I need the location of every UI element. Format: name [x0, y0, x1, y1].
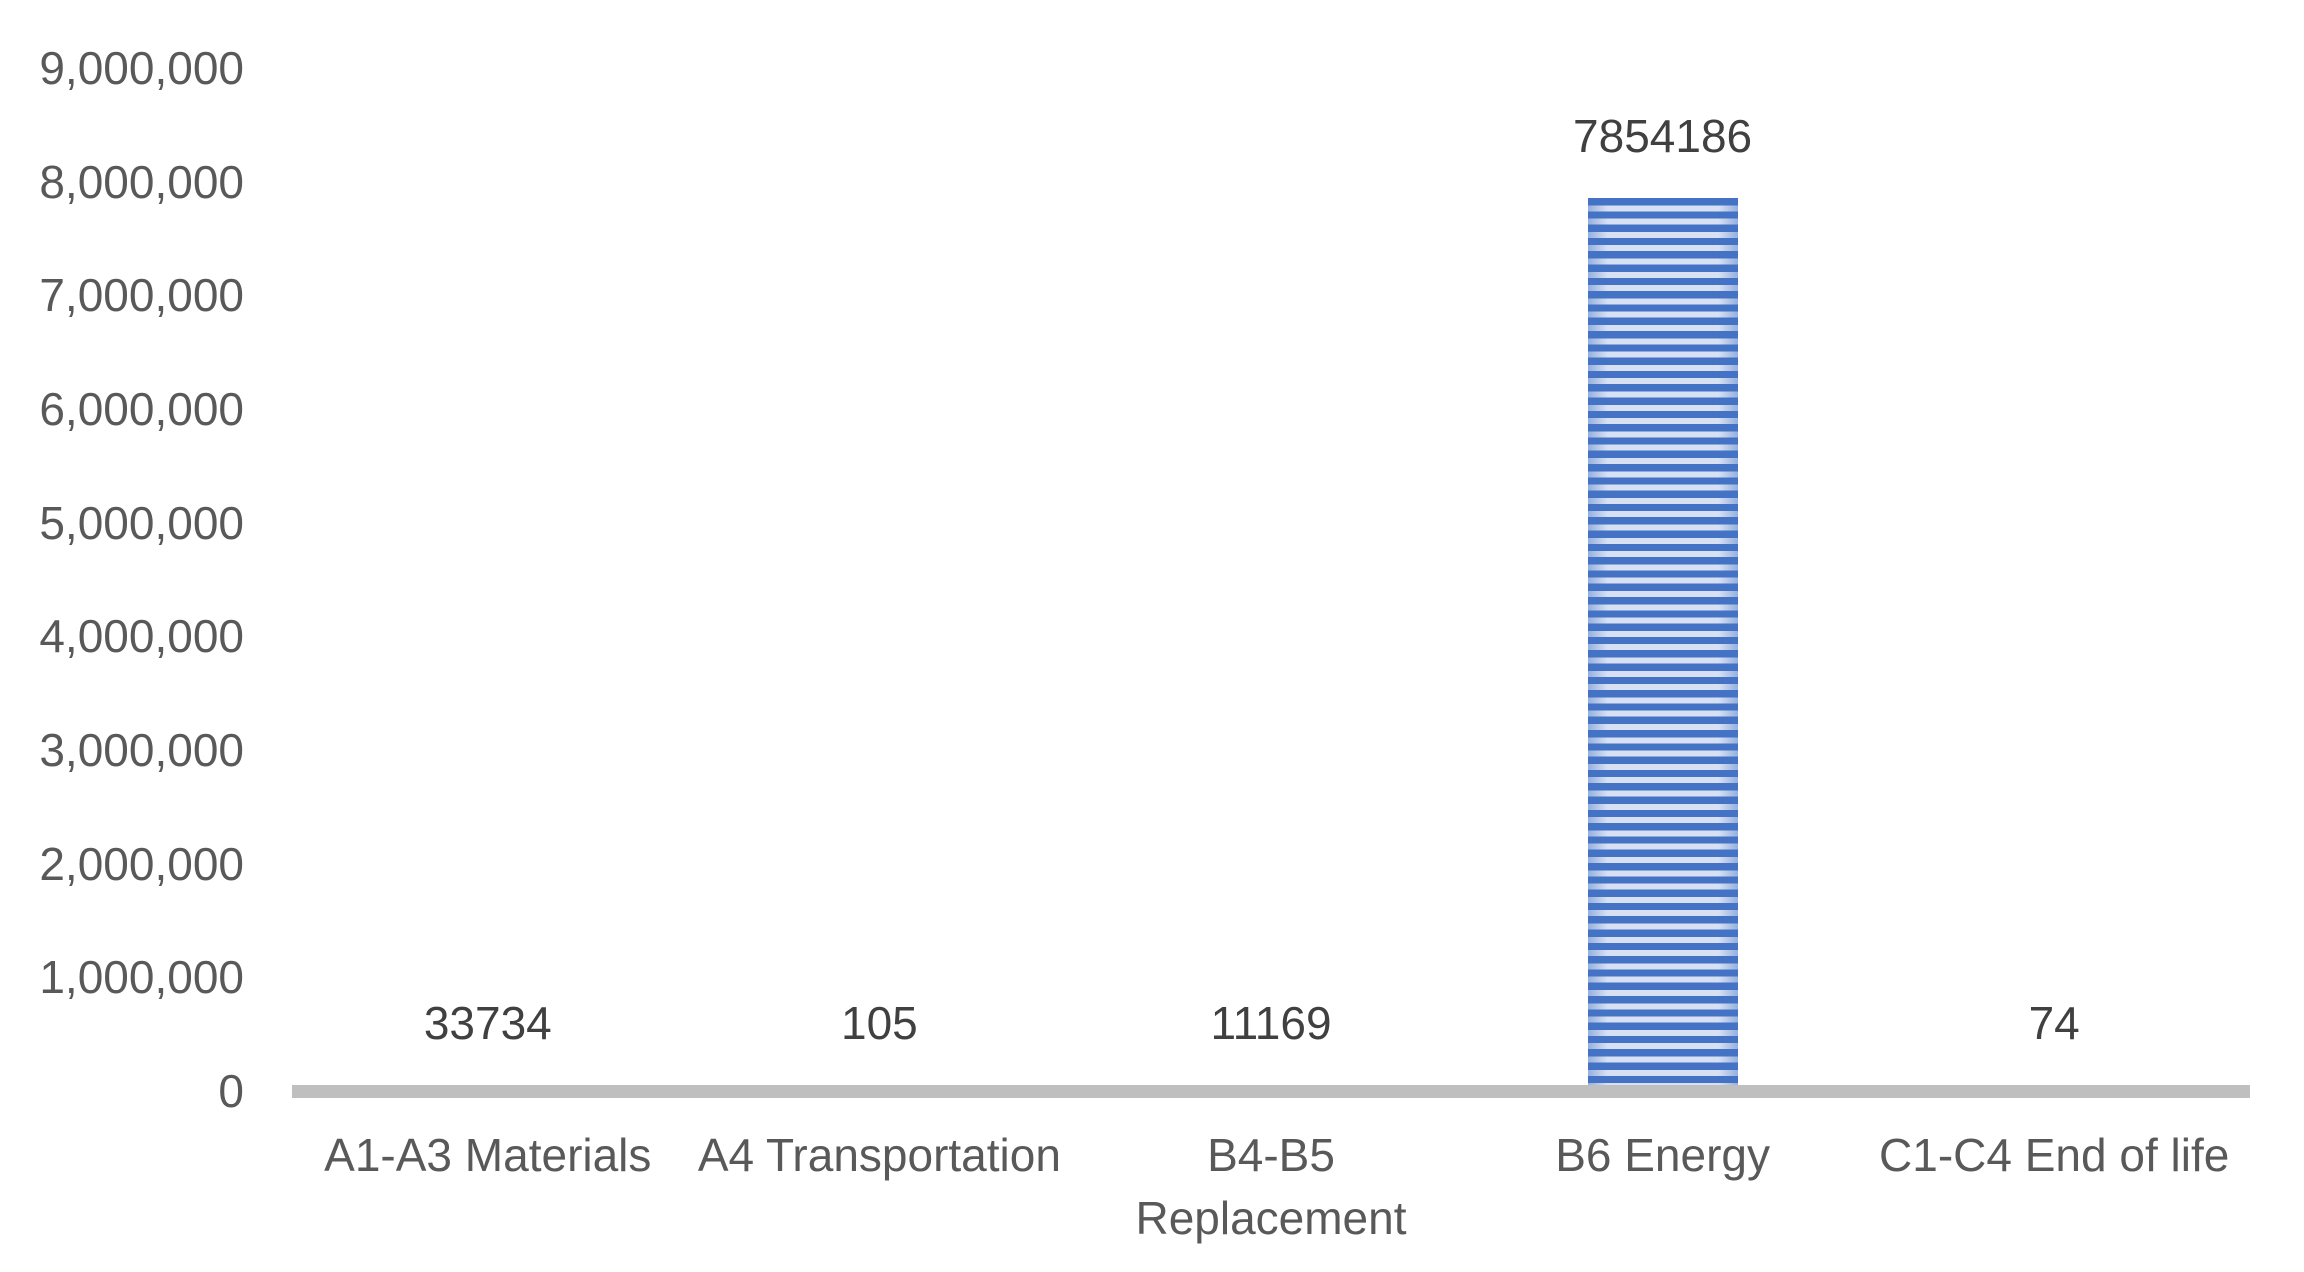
y-tick-label: 9,000,000: [39, 42, 244, 94]
y-tick-label: 7,000,000: [39, 269, 244, 322]
y-tick-label: 6,000,000: [39, 383, 244, 435]
bar-3: [1587, 198, 1738, 1091]
category-label-2: B4-B5 Replacement: [1135, 1129, 1407, 1244]
x-axis-line: [292, 1085, 2250, 1098]
category-label-3: B6 Energy: [1555, 1129, 1770, 1181]
y-tick-label: 0: [218, 1065, 244, 1117]
data-label-2: 11169: [1210, 997, 1332, 1049]
data-label-4: 74: [2028, 997, 2080, 1049]
category-label-1: A4 Transportation: [697, 1129, 1061, 1181]
y-tick-label: 2,000,000: [39, 837, 244, 890]
y-tick-label: 8,000,000: [39, 155, 244, 208]
data-label-3: 7854186: [1573, 110, 1753, 163]
y-tick-label: 4,000,000: [39, 610, 244, 663]
plot-area: [292, 68, 2250, 1091]
y-tick-label: 3,000,000: [39, 724, 244, 776]
data-label-0: 33734: [423, 997, 552, 1049]
data-label-1: 105: [841, 997, 918, 1049]
category-label-0: A1-A3 Materials: [324, 1129, 652, 1181]
y-tick-label: 1,000,000: [39, 951, 244, 1004]
y-tick-label: 5,000,000: [39, 496, 244, 549]
category-label-4: C1-C4 End of life: [1879, 1129, 2230, 1181]
